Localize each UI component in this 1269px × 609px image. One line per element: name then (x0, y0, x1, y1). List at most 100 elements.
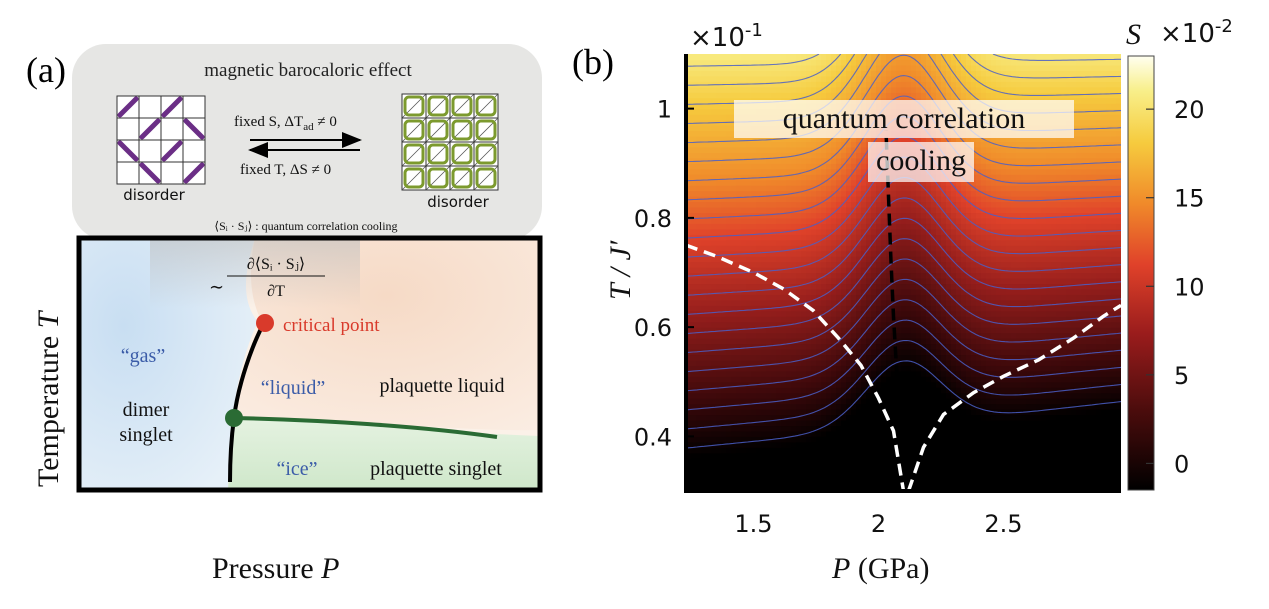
heatmap-cell (741, 152, 747, 159)
heatmap-cell (901, 201, 907, 208)
heatmap-cell (936, 135, 942, 142)
heatmap-cell (851, 152, 857, 159)
heatmap-cell (686, 250, 692, 257)
heatmap-cell (921, 228, 927, 235)
heatmap-cell (881, 196, 887, 203)
heatmap-cell (906, 70, 912, 77)
heatmap-cell (836, 250, 842, 257)
heatmap-cell (721, 92, 727, 99)
heatmap-cell (916, 463, 922, 470)
heatmap-cell (761, 157, 767, 164)
heatmap-cell (731, 359, 737, 366)
heatmap-cell (941, 458, 947, 465)
heatmap-cell (721, 267, 727, 274)
heatmap-cell (846, 146, 852, 153)
heatmap-cell (991, 447, 997, 454)
heatmap-cell (691, 463, 697, 470)
heatmap-cell (951, 316, 957, 323)
heatmap-cell (746, 239, 752, 246)
heatmap-cell (771, 447, 777, 454)
heatmap-cell (891, 452, 897, 459)
heatmap-cell (701, 108, 707, 115)
heatmap-cell (701, 398, 707, 405)
heatmap-cell (716, 114, 722, 121)
heatmap-cell (861, 327, 867, 334)
heatmap-cell (916, 430, 922, 437)
heatmap-cell (816, 480, 822, 487)
heatmap-cell (786, 163, 792, 170)
heatmap-cell (861, 348, 867, 356)
heatmap-cell (806, 206, 812, 214)
heatmap-cell (711, 130, 717, 137)
heatmap-cell (701, 256, 707, 263)
heatmap-cell (976, 458, 982, 465)
heatmap-cell (826, 376, 832, 383)
heatmap-cell (916, 348, 922, 356)
heatmap-cell (856, 305, 862, 312)
heatmap-cell (741, 332, 747, 339)
heatmap-cell (901, 196, 907, 203)
heatmap-cell (701, 267, 707, 274)
heatmap-cell (836, 190, 842, 197)
heatmap-cell (846, 196, 852, 203)
heatmap-cell (951, 469, 957, 476)
heatmap-cell (831, 398, 837, 405)
heatmap-cell (851, 485, 857, 491)
heatmap-cell (786, 436, 792, 443)
heatmap-cell (866, 59, 872, 66)
heatmap-cell (911, 86, 917, 93)
heatmap-cell (791, 392, 797, 399)
heatmap-cell (771, 201, 777, 208)
heatmap-cell (736, 267, 742, 274)
heatmap-cell (891, 81, 897, 88)
heatmap-cell (846, 398, 852, 405)
heatmap-cell (741, 174, 747, 181)
heatmap-cell (906, 201, 912, 208)
heatmap-cell (871, 305, 877, 312)
heatmap-cell (981, 146, 987, 153)
heatmap-cell (911, 458, 917, 465)
heatmap-cell (706, 174, 712, 181)
heatmap-cell (906, 381, 912, 388)
heatmap-cell (991, 348, 997, 356)
heatmap-cell (826, 245, 832, 252)
heatmap-cell (841, 234, 847, 241)
heatmap-cell (686, 70, 692, 77)
heatmap-cell (931, 463, 937, 470)
heatmap-cell (776, 332, 782, 339)
phase-diagram: ∼ ∂⟨Sᵢ · Sⱼ⟩ ∂T critical point “gas” “li… (76, 235, 543, 493)
heatmap-cell (846, 86, 852, 93)
heatmap-cell (936, 245, 942, 252)
heatmap-cell (806, 146, 812, 153)
heatmap-cell (976, 212, 982, 219)
heatmap-cell (961, 463, 967, 470)
heatmap-cell (896, 376, 902, 383)
heatmap-cell (941, 321, 947, 328)
heatmap-cell (976, 447, 982, 454)
heatmap-cell (816, 338, 822, 345)
heatmap-cell (721, 474, 727, 481)
heatmap-cell (786, 272, 792, 279)
heatmap-cell (881, 54, 887, 61)
heatmap-cell (961, 294, 967, 301)
heatmap-cell (931, 316, 937, 323)
heatmap-cell (876, 381, 882, 388)
heatmap-cell (711, 92, 717, 99)
heatmap-cell (751, 75, 757, 82)
heatmap-cell (736, 92, 742, 99)
heatmap-cell (696, 103, 702, 110)
heatmap-cell (961, 261, 967, 268)
heatmap-cell (791, 463, 797, 470)
heatmap-cell (976, 425, 982, 432)
heatmap-cell (901, 469, 907, 476)
heatmap-cell (926, 196, 932, 203)
heatmap-cell (776, 294, 782, 301)
heatmap-cell (771, 480, 777, 487)
heatmap-cell (936, 343, 942, 350)
heatmap-cell (951, 272, 957, 279)
heatmap-cell (941, 75, 947, 82)
heatmap-cell (751, 403, 757, 410)
heatmap-cell (776, 485, 782, 491)
heatmap-cell (896, 54, 902, 61)
heatmap-cell (801, 190, 807, 197)
